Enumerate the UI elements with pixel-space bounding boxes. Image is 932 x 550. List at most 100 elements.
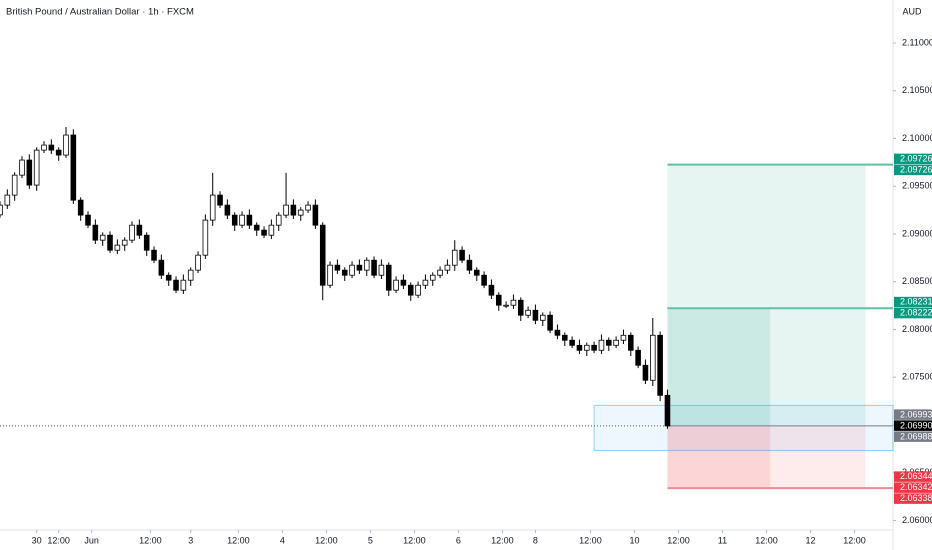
y-tick-label: 2.06000	[902, 515, 932, 525]
candle-body	[275, 214, 282, 226]
candle-body	[63, 134, 69, 156]
x-tick-label: 12:00	[315, 535, 338, 545]
candle-body	[33, 149, 40, 186]
price-label-box	[894, 420, 932, 431]
candle-body	[151, 249, 157, 261]
candle-body	[297, 209, 304, 216]
candle-body	[583, 344, 590, 351]
price-label: 2.09726	[900, 165, 932, 175]
candle-body	[290, 204, 297, 216]
x-tick-label: 4	[280, 535, 285, 545]
x-tick-label: 12:00	[667, 535, 690, 545]
candle-body	[422, 279, 429, 286]
candle-body	[129, 224, 135, 241]
price-label-box	[894, 307, 932, 319]
candle-body	[664, 394, 671, 427]
price-label: 2.06990	[900, 420, 932, 430]
candle-body	[481, 274, 487, 286]
x-tick-label: 12:00	[139, 535, 162, 545]
x-tick-label: 8	[533, 535, 538, 545]
chart-title: British Pound / Australian Dollar · 1h ·…	[6, 7, 194, 18]
price-label: 2.06342	[900, 482, 932, 492]
y-tick-label: 2.08500	[902, 276, 932, 286]
x-tick-label: 12	[805, 535, 815, 545]
candle-body	[393, 279, 399, 291]
price-label: 2.06988	[900, 431, 932, 441]
currency-label: AUD	[902, 6, 922, 16]
candle-body	[517, 299, 524, 316]
candle-body	[451, 249, 458, 266]
x-tick-label: 12:00	[227, 535, 250, 545]
candle-body	[180, 279, 187, 291]
candle-body	[312, 204, 319, 226]
candle-body	[195, 254, 201, 271]
candle-body	[561, 334, 568, 341]
candle-body	[283, 204, 289, 216]
y-tick-label: 2.09000	[902, 228, 932, 238]
candle-body	[48, 144, 55, 151]
candle-body	[473, 269, 480, 276]
candle-body	[19, 159, 25, 176]
x-tick-label: 3	[188, 535, 193, 545]
candle-body	[532, 309, 539, 321]
candle-body	[635, 349, 641, 366]
price-label-box	[894, 482, 932, 493]
x-tick-label: 12:00	[403, 535, 426, 545]
candle-body	[143, 234, 150, 251]
y-tick-label: 2.10000	[902, 133, 932, 143]
candle-body	[107, 234, 113, 251]
y-tick-label: 2.07500	[902, 372, 932, 382]
candle-body	[268, 224, 275, 236]
candle-body	[4, 194, 11, 206]
loss-zone-dark	[667, 425, 771, 489]
price-label: 2.08231	[900, 297, 932, 307]
candle-body	[239, 214, 245, 226]
candle-body	[114, 244, 121, 251]
candle-body	[99, 234, 106, 241]
candle-body	[334, 264, 341, 271]
candle-body	[92, 224, 99, 241]
candle-body	[569, 339, 575, 346]
candle-body	[327, 264, 333, 286]
candle-body	[246, 214, 253, 226]
candle-body	[349, 264, 355, 276]
candle-body	[591, 344, 597, 351]
price-label-box	[894, 296, 932, 308]
price-label: 2.06344	[900, 471, 932, 481]
candle-body	[503, 304, 509, 307]
candle-body	[41, 144, 47, 151]
candle-body	[400, 279, 407, 286]
price-label-box	[894, 153, 932, 165]
price-label-box	[894, 431, 932, 442]
candle-body	[305, 204, 311, 211]
candle-body	[628, 334, 634, 351]
candle-body	[121, 239, 128, 246]
candle-body	[444, 264, 451, 271]
candle-body	[495, 294, 502, 306]
candle-body	[165, 274, 172, 281]
candle-body	[488, 284, 495, 296]
x-tick-label: 12:00	[755, 535, 778, 545]
x-tick-label: 12:00	[47, 535, 70, 545]
y-tick-label: 2.11000	[902, 37, 932, 47]
candle-body	[466, 259, 473, 271]
candle-body	[158, 259, 165, 276]
x-tick-label: Jun	[84, 535, 99, 545]
candle-body	[55, 149, 62, 156]
candle-body	[224, 204, 231, 216]
price-label: 2.06338	[900, 493, 932, 503]
y-tick-label: 2.09500	[902, 181, 932, 191]
candle-body	[642, 364, 649, 381]
candle-body	[202, 219, 209, 256]
x-tick-label: 6	[456, 535, 461, 545]
candle-body	[356, 264, 363, 271]
x-tick-label: 11	[718, 535, 727, 545]
candle-body	[0, 204, 3, 216]
candle-body	[209, 194, 216, 221]
price-label: 2.08222	[900, 308, 932, 318]
zone-box	[593, 404, 894, 451]
candle-body	[319, 224, 326, 286]
candle-body	[26, 159, 33, 186]
candle-body	[576, 344, 583, 351]
